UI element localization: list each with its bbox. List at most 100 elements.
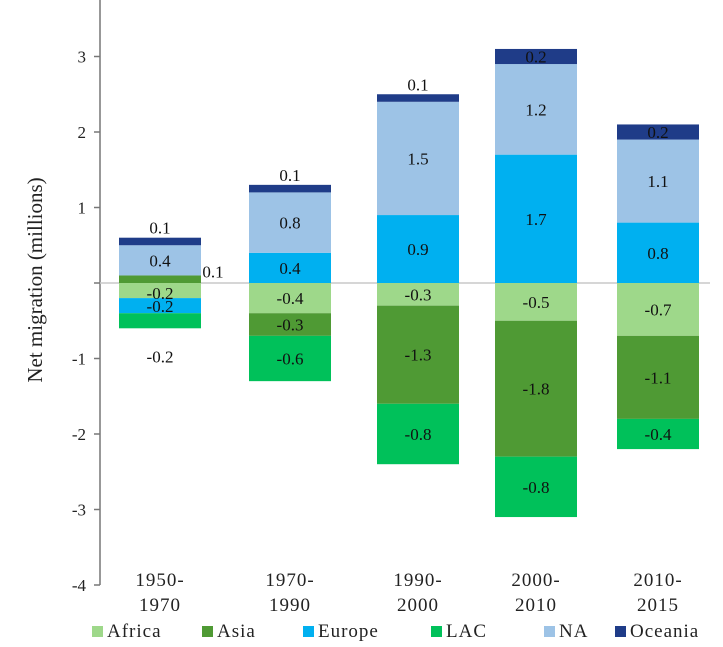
bar-segment-na bbox=[377, 101, 459, 216]
bar-segment-na bbox=[119, 245, 201, 276]
data-label: -0.8 bbox=[405, 425, 432, 444]
bar-segment-oceania bbox=[495, 48, 577, 65]
bar-segment-europe bbox=[377, 215, 459, 283]
data-label: -0.3 bbox=[277, 316, 304, 335]
y-tick-label: -2 bbox=[72, 425, 86, 444]
bar-segment-asia bbox=[617, 335, 699, 419]
legend-item-asia: Asia bbox=[202, 621, 256, 642]
x-category-label: 2000 bbox=[397, 595, 439, 616]
data-label: 1.7 bbox=[525, 210, 547, 229]
data-label: 0.1 bbox=[279, 166, 300, 185]
bar-segment-lac bbox=[495, 456, 577, 518]
legend-label: NA bbox=[559, 621, 588, 642]
data-label: -0.4 bbox=[645, 425, 672, 444]
data-label: 1.5 bbox=[407, 149, 428, 168]
bar-segment-europe bbox=[495, 154, 577, 283]
y-tick-label: -1 bbox=[72, 350, 86, 369]
x-category-label: 2000- bbox=[511, 570, 560, 591]
data-label: 0.4 bbox=[279, 259, 301, 278]
data-label: 0.2 bbox=[525, 48, 546, 67]
bar-segment-na bbox=[617, 139, 699, 223]
y-tick-label: -3 bbox=[72, 501, 86, 520]
x-category-label: 1950- bbox=[135, 570, 184, 591]
y-axis-label: Net migration (millions) bbox=[23, 177, 47, 382]
bar-segment-africa bbox=[119, 283, 201, 299]
bar-segment-africa bbox=[377, 283, 459, 306]
legend-label: Europe bbox=[318, 621, 379, 642]
data-label: -1.3 bbox=[405, 346, 432, 365]
legend-label: LAC bbox=[446, 621, 487, 642]
x-category-label: 1990 bbox=[269, 595, 311, 616]
y-axis: 4321-1-2-3-4 bbox=[72, 0, 710, 595]
data-label: -0.3 bbox=[405, 285, 432, 304]
bar-segment-europe bbox=[617, 222, 699, 283]
data-label: -0.2 bbox=[147, 284, 174, 303]
data-label: -0.6 bbox=[277, 350, 304, 369]
bar-segment-asia bbox=[377, 305, 459, 404]
x-category-label: 2010 bbox=[515, 595, 557, 616]
data-label: 0.2 bbox=[647, 123, 668, 142]
legend-item-na: NA bbox=[544, 621, 588, 642]
bar-segment-oceania bbox=[119, 237, 201, 246]
bar-segment-na bbox=[249, 192, 331, 253]
legend-label: Asia bbox=[217, 621, 256, 642]
legend-item-lac: LAC bbox=[431, 621, 487, 642]
bar-segment-europe bbox=[249, 252, 331, 283]
data-label: -0.2 bbox=[147, 347, 174, 366]
legend-label: Oceania bbox=[630, 621, 699, 642]
bar-segment-europe bbox=[119, 298, 201, 314]
legend-swatch bbox=[92, 626, 103, 637]
bar-segment-africa bbox=[617, 283, 699, 336]
legend-swatch bbox=[202, 626, 213, 637]
bar-segment-lac bbox=[377, 403, 459, 465]
bar-segment-asia bbox=[249, 313, 331, 336]
bar-segment-africa bbox=[249, 283, 331, 314]
data-label: -0.4 bbox=[277, 289, 304, 308]
legend-swatch bbox=[544, 626, 555, 637]
bar-segment-asia bbox=[119, 275, 201, 283]
bar-segment-oceania bbox=[617, 124, 699, 140]
data-label: 0.8 bbox=[279, 214, 300, 233]
legend-item-africa: Africa bbox=[92, 621, 162, 642]
bar-segment-lac bbox=[119, 313, 201, 329]
data-label: -1.8 bbox=[523, 380, 550, 399]
legend-swatch bbox=[431, 626, 442, 637]
data-label: 0.4 bbox=[149, 251, 171, 270]
data-label: -1.1 bbox=[645, 368, 672, 387]
bar-segment-africa bbox=[495, 283, 577, 321]
data-label: 1.2 bbox=[525, 100, 546, 119]
y-tick-label: 3 bbox=[78, 48, 87, 67]
data-label: -0.7 bbox=[645, 300, 672, 319]
x-category-label: 1970- bbox=[265, 570, 314, 591]
bar-segment-lac bbox=[617, 418, 699, 450]
bar-segment-oceania bbox=[377, 94, 459, 102]
bar-segment-asia bbox=[495, 320, 577, 457]
data-label: 1.1 bbox=[647, 172, 668, 191]
x-category-label: 1970 bbox=[139, 595, 181, 616]
bar-segment-oceania bbox=[249, 184, 331, 193]
y-tick-label: 2 bbox=[78, 123, 87, 142]
data-label: -0.2 bbox=[147, 297, 174, 316]
x-category-label: 1990- bbox=[393, 570, 442, 591]
legend-label: Africa bbox=[107, 621, 162, 642]
data-label: 0.9 bbox=[407, 240, 428, 259]
data-labels: -0.20.1-0.2-0.20.40.1-0.4-0.30.4-0.60.80… bbox=[147, 48, 672, 497]
data-label: 0.1 bbox=[407, 75, 428, 94]
data-label: 0.8 bbox=[647, 244, 668, 263]
data-label: 0.1 bbox=[202, 262, 223, 281]
data-label: -0.5 bbox=[523, 293, 550, 312]
x-category-label: 2015 bbox=[637, 595, 679, 616]
data-label: -0.8 bbox=[523, 478, 550, 497]
legend-item-europe: Europe bbox=[303, 621, 379, 642]
y-tick-label: 1 bbox=[78, 199, 87, 218]
x-category-label: 2010- bbox=[633, 570, 682, 591]
bar-segment-lac bbox=[249, 335, 331, 382]
bars bbox=[119, 48, 699, 518]
legend-item-oceania: Oceania bbox=[615, 621, 699, 642]
x-axis-categories: 1950- 1970 1970- 1990 1990- 2000 2000- 2010 2010… bbox=[135, 570, 682, 616]
legend-swatch bbox=[615, 626, 626, 637]
legend-swatch bbox=[303, 626, 314, 637]
bar-segment-na bbox=[495, 64, 577, 155]
y-tick-label: -4 bbox=[72, 576, 87, 595]
